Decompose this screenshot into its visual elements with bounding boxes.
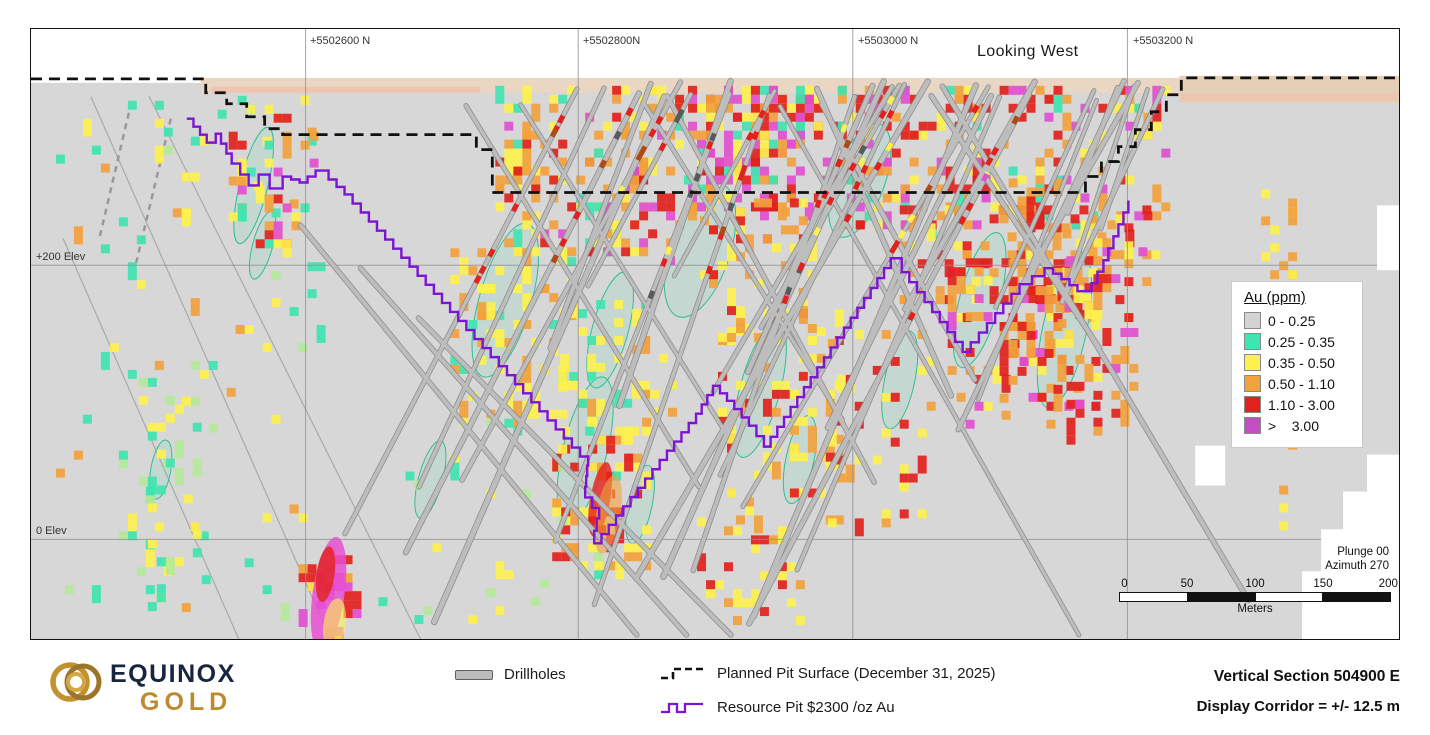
drillholes-legend: Drillholes [455,666,566,683]
section-id-label: Vertical Section 504900 E [1213,668,1400,685]
legend-item: 1.10 - 3.00 [1244,396,1354,413]
resource-pit-legend: Resource Pit $2300 /oz Au [660,698,895,716]
brand-name-equinox: EQUINOX [110,660,236,688]
northing-label-5502800: +5502800N [583,35,641,47]
grade-swatch [1244,375,1261,392]
equinox-gold-logo-icon [50,662,102,702]
planned-pit-legend: Planned Pit Surface (December 31, 2025) [660,664,996,682]
drillhole-swatch-icon [455,669,493,680]
legend-title: Au (ppm) [1244,289,1306,306]
grade-swatch [1244,396,1261,413]
brand-name-gold: GOLD [140,688,233,716]
footer: EQUINOX GOLD Drillholes Planned Pit Surf… [0,640,1430,735]
grade-swatch [1244,312,1261,329]
scale-unit-label: Meters [1237,603,1273,615]
elevation-label-200: +200 Elev [36,251,86,263]
grade-swatch [1244,354,1261,371]
elevation-label-0: 0 Elev [36,525,67,537]
scale-ticks: 0 50 100 150 200 [1121,578,1398,590]
legend-item: 0.50 - 1.10 [1244,375,1354,392]
legend-item: > 3.00 [1244,417,1354,434]
orientation-note: Plunge 00 Azimuth 270 [1259,545,1389,573]
display-corridor-label: Display Corridor = +/- 12.5 m [1196,698,1400,715]
legend-item: 0.35 - 0.50 [1244,354,1354,371]
northing-label-5503000: +5503000 N [858,35,919,47]
scale-bar-segments [1119,592,1391,602]
au-grade-legend: Au (ppm) 0 - 0.25 0.25 - 0.35 0.35 - 0.5… [1231,281,1363,448]
scale-bar: 0 50 100 150 200 Meters [1119,578,1398,615]
resource-pit-line-icon [661,702,703,714]
northing-label-5503200: +5503200 N [1133,35,1194,47]
grade-swatch [1244,333,1261,350]
legend-item: 0.25 - 0.35 [1244,333,1354,350]
cross-section-graphic [31,29,1399,639]
section-panel: +5502600 N +5502800N +5503000 N +5503200… [30,28,1400,640]
planned-pit-line-icon [661,667,705,680]
view-direction-label: Looking West [977,43,1079,60]
grade-swatch [1244,417,1261,434]
azimuth-label: Azimuth 270 [1325,560,1389,572]
legend-item: 0 - 0.25 [1244,312,1354,329]
northing-label-5502600: +5502600 N [310,35,371,47]
plunge-label: Plunge 00 [1337,546,1389,558]
